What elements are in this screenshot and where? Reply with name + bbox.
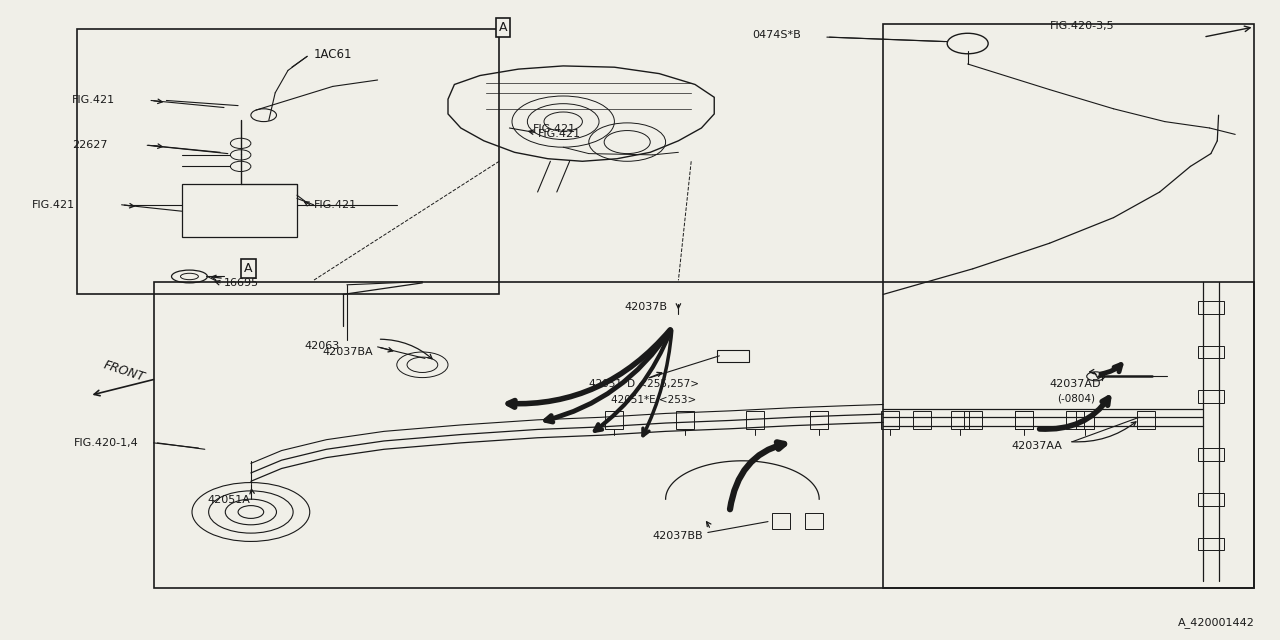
Text: 42051*E <253>: 42051*E <253> xyxy=(611,395,696,405)
Bar xyxy=(881,411,899,429)
Text: 42037AA: 42037AA xyxy=(1011,441,1062,451)
Bar xyxy=(676,411,694,429)
Bar xyxy=(951,411,969,429)
Bar xyxy=(1198,538,1224,550)
Text: A: A xyxy=(499,21,507,34)
Text: 16695: 16695 xyxy=(224,278,259,288)
Text: 42037BA: 42037BA xyxy=(323,347,374,357)
Text: 42037AD: 42037AD xyxy=(1050,379,1101,389)
Bar xyxy=(77,29,499,294)
Text: FIG.421: FIG.421 xyxy=(72,95,115,106)
Text: FIG.421: FIG.421 xyxy=(538,129,581,140)
Bar xyxy=(746,411,764,429)
Bar xyxy=(964,411,982,429)
Bar xyxy=(1015,411,1033,429)
Text: FIG.420-3,5: FIG.420-3,5 xyxy=(1050,20,1114,31)
Text: 42037BB: 42037BB xyxy=(653,531,704,541)
Text: 42051A: 42051A xyxy=(207,495,250,506)
Bar xyxy=(805,513,823,529)
Text: A_420001442: A_420001442 xyxy=(1178,618,1254,628)
Bar xyxy=(1198,301,1224,314)
Text: FIG.421: FIG.421 xyxy=(32,200,76,210)
Bar xyxy=(1198,493,1224,506)
Bar xyxy=(717,350,749,362)
Bar xyxy=(1015,411,1033,429)
Text: A: A xyxy=(244,262,252,275)
Text: (-0804): (-0804) xyxy=(1057,393,1096,403)
Bar xyxy=(1076,411,1094,429)
Bar xyxy=(605,411,623,429)
Text: 0474S*B: 0474S*B xyxy=(753,30,801,40)
Bar xyxy=(810,411,828,429)
Bar xyxy=(913,411,931,429)
Text: FIG.421: FIG.421 xyxy=(314,200,357,210)
Bar xyxy=(772,513,790,529)
Text: 42051*D <255,257>: 42051*D <255,257> xyxy=(589,379,699,389)
Bar xyxy=(1137,411,1155,429)
Text: 22627: 22627 xyxy=(72,140,108,150)
Bar xyxy=(154,282,1254,588)
Bar xyxy=(182,184,297,237)
Text: FRONT: FRONT xyxy=(102,358,146,384)
Text: FIG.421: FIG.421 xyxy=(532,124,576,134)
Text: 1AC61: 1AC61 xyxy=(314,48,352,61)
Bar xyxy=(1198,346,1224,358)
Bar xyxy=(883,24,1254,588)
Text: FIG.420-1,4: FIG.420-1,4 xyxy=(74,438,140,448)
Bar xyxy=(1066,411,1084,429)
Text: 42063: 42063 xyxy=(305,340,340,351)
Bar xyxy=(1198,448,1224,461)
Bar xyxy=(1198,390,1224,403)
Text: 42037B: 42037B xyxy=(625,302,668,312)
